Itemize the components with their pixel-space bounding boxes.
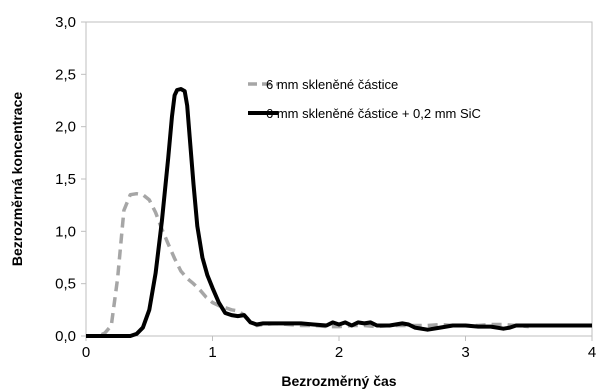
series-layer (86, 87, 592, 338)
y-axis-ticks: 0,0 0,5 1,0 1,5 2,0 2,5 3,0 (55, 14, 86, 345)
y-axis-title: Bezrozměrná koncentrace (9, 92, 25, 267)
legend: 6 mm skleněné částice 6 mm skleněné část… (248, 77, 481, 121)
legend-label-glass: 6 mm skleněné částice (266, 77, 398, 92)
y-tick-label: 0,0 (55, 328, 76, 345)
y-tick-label: 2,5 (55, 66, 76, 83)
x-axis-ticks: 0 1 2 3 4 (82, 336, 596, 361)
y-tick-label: 1,5 (55, 171, 76, 188)
plot-frame (85, 21, 593, 337)
x-tick-label: 0 (82, 344, 90, 361)
plot-area (85, 21, 593, 337)
y-tick-label: 1,0 (55, 223, 76, 240)
y-tick-label: 0,5 (55, 276, 76, 293)
x-tick-label: 2 (335, 344, 343, 361)
x-axis-title: Bezrozměrný čas (281, 373, 396, 389)
series-line-1 (86, 87, 592, 338)
legend-label-glass-sic: 6 mm skleněné částice + 0,2 mm SiC (266, 106, 481, 121)
x-tick-label: 4 (588, 344, 596, 361)
x-tick-label: 3 (461, 344, 469, 361)
x-tick-label: 1 (208, 344, 216, 361)
series-line-0 (86, 191, 529, 338)
y-tick-label: 3,0 (55, 14, 76, 31)
y-tick-label: 2,0 (55, 119, 76, 136)
